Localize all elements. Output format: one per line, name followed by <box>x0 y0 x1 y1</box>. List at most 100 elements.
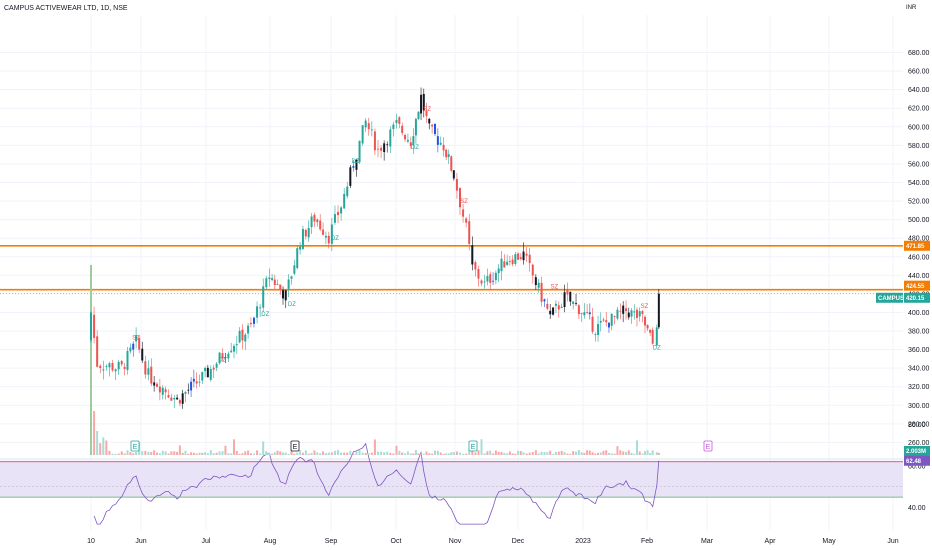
volume-bar <box>404 453 407 455</box>
volume-bar <box>324 453 327 455</box>
candle-body <box>232 345 235 352</box>
volume-bar <box>322 451 325 455</box>
candle-body <box>649 329 652 333</box>
volume-bar <box>161 450 164 455</box>
volume-bar <box>428 453 431 455</box>
volume-bar <box>156 452 159 455</box>
volume-bar <box>370 452 373 455</box>
volume-bar <box>494 450 497 455</box>
candle-body <box>599 320 602 323</box>
volume-bar <box>349 450 352 455</box>
volume-bar <box>364 452 367 455</box>
candle-body <box>150 366 153 384</box>
volume-bar <box>401 452 404 455</box>
volume-bar <box>414 450 417 455</box>
volume-bar <box>406 451 409 455</box>
candle-body <box>641 311 644 315</box>
volume-bar <box>537 453 540 455</box>
volume-bar <box>221 451 224 455</box>
candle-body <box>383 143 386 153</box>
zone-label: DZ <box>331 236 339 242</box>
candle-body <box>431 124 434 127</box>
volume-bar <box>525 453 528 455</box>
candle-body <box>218 352 221 364</box>
rsi-tag: 62.48 <box>906 459 922 465</box>
volume-bar <box>273 452 276 455</box>
price-tick-label: 460.00 <box>908 254 930 261</box>
candles <box>90 87 660 409</box>
price-tick-label: 560.00 <box>908 161 930 168</box>
candle-body <box>377 148 379 150</box>
candle-body <box>591 316 594 332</box>
volume-bar <box>622 451 625 455</box>
candle-body <box>330 224 333 244</box>
volume-bar <box>187 453 190 455</box>
volume-bar <box>282 452 285 455</box>
volume-bar <box>633 453 636 455</box>
candle-body <box>406 139 409 142</box>
volume-bar <box>616 446 619 455</box>
volume-bar <box>386 451 389 455</box>
candle-body <box>230 350 233 353</box>
level-upper-tag-bg <box>904 240 930 251</box>
volume-bar <box>181 452 184 455</box>
candle-body <box>141 348 144 361</box>
price-tick-label: 580.00 <box>908 143 930 150</box>
volume-bar <box>218 451 221 455</box>
candle-body <box>638 311 641 317</box>
candle-body <box>170 397 173 401</box>
volume-bar <box>108 450 111 455</box>
candle-body <box>176 397 179 400</box>
candle-body <box>519 257 522 259</box>
candle-body <box>147 368 150 375</box>
volume-bar <box>514 453 517 455</box>
candle-body <box>265 278 268 288</box>
volume-bar <box>173 451 176 455</box>
price-tick-label: 320.00 <box>908 384 930 391</box>
candle-body <box>204 367 207 372</box>
candle-body <box>531 264 534 276</box>
volume-bar <box>135 452 138 455</box>
candle-body <box>508 261 511 262</box>
zone-label: DZ <box>261 312 269 318</box>
volume-bar <box>392 453 395 455</box>
volume-bar <box>657 452 660 455</box>
time-tick-label: Jul <box>202 538 211 545</box>
volume-bar <box>492 453 495 455</box>
volume-bar <box>247 450 250 455</box>
volume-tag: 2.003M <box>906 449 926 455</box>
level-lower-tag: 424.55 <box>906 284 925 290</box>
time-tick-label: Dec <box>512 538 525 545</box>
price-tick-label: 260.00 <box>908 440 930 447</box>
volume-bar <box>271 453 274 455</box>
candle-body <box>273 279 276 285</box>
candle-body <box>525 253 528 256</box>
volume-bar <box>367 453 370 455</box>
candle-body <box>543 299 546 302</box>
candle-body <box>361 125 364 144</box>
candle-body <box>337 211 340 216</box>
candle-body <box>577 305 580 315</box>
candle-body <box>549 310 552 315</box>
volume-bar <box>540 451 543 455</box>
volume-bar <box>192 452 195 455</box>
zone-label: DZ <box>411 145 419 151</box>
price-tick-label: 520.00 <box>908 199 930 206</box>
volume-bar <box>361 452 364 455</box>
volume-bar <box>447 453 450 455</box>
currency-label: INR <box>906 5 917 11</box>
candle-body <box>252 317 255 324</box>
volume-bar <box>459 452 461 455</box>
candle-body <box>316 219 319 223</box>
candle-body <box>102 369 105 371</box>
candle-body <box>184 391 187 394</box>
zone-label: SZ <box>132 335 140 341</box>
volume-tag-bg <box>904 446 930 456</box>
candle-body <box>436 136 439 145</box>
volume-bar <box>594 453 597 455</box>
candle-body <box>607 322 610 328</box>
candle-body <box>522 251 525 261</box>
candle-body <box>619 310 622 312</box>
volume-bar <box>373 439 376 455</box>
